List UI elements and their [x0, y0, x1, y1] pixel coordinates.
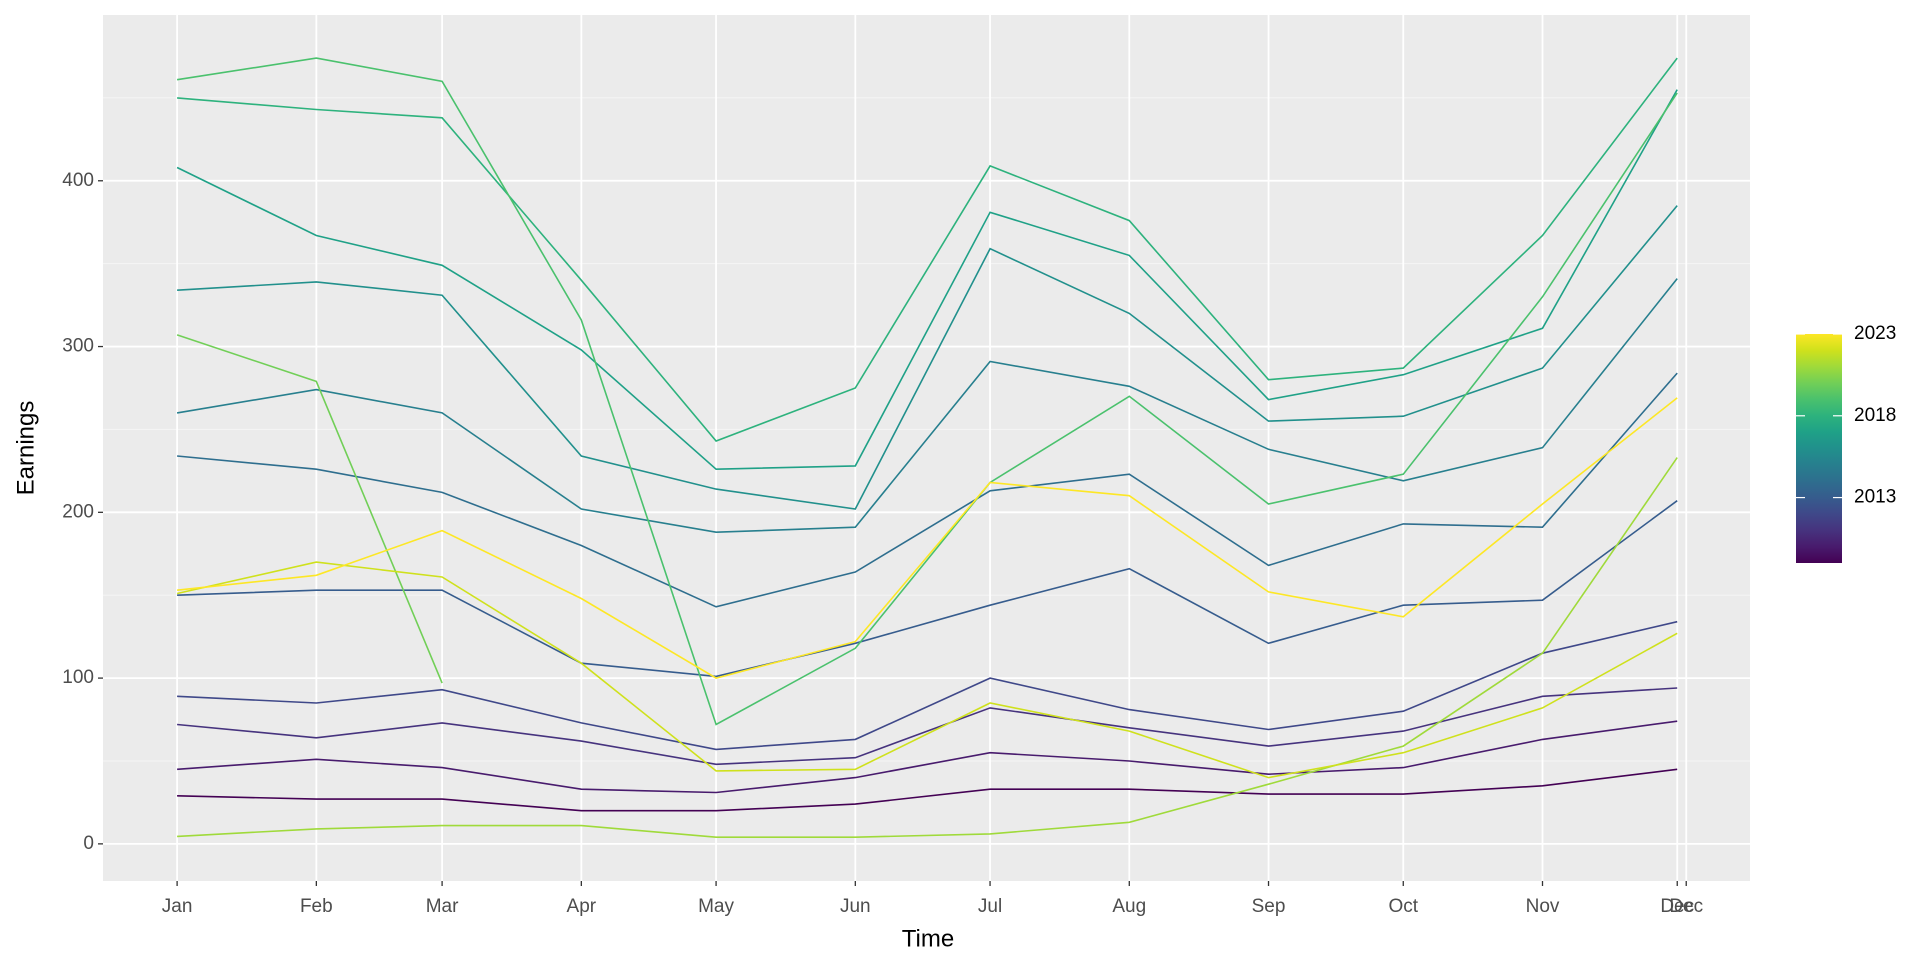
y-axis-title: Earnings: [12, 401, 39, 496]
series-line: [177, 457, 1678, 838]
series-line: [177, 687, 1678, 766]
series-line: [177, 768, 1678, 812]
x-tick-label: Apr: [567, 896, 597, 917]
y-tick-label: 200: [62, 501, 94, 522]
x-tick-label: May: [698, 896, 734, 917]
series-line: [176, 57, 1678, 726]
x-tick-label: Dec: [1669, 896, 1703, 917]
x-tick-label: Jun: [840, 896, 871, 917]
plot-panel: [103, 15, 1750, 881]
colorbar-label: 2023: [1854, 323, 1896, 344]
series-line: [176, 561, 1678, 779]
series-line: [176, 334, 443, 684]
x-tick-label: Aug: [1112, 896, 1146, 917]
y-tick-label: 0: [83, 833, 94, 854]
series-line: [177, 720, 1678, 794]
colorbar: [1796, 334, 1842, 563]
x-axis-title: Time: [902, 925, 954, 952]
x-tick-label: Sep: [1252, 896, 1286, 917]
x-tick-label: Feb: [300, 896, 333, 917]
colorbar-label: 2013: [1854, 487, 1896, 508]
series-line: [176, 278, 1678, 534]
series-line: [177, 205, 1678, 510]
y-tick-label: 400: [62, 170, 94, 191]
x-tick-label: Dec: [1660, 896, 1694, 917]
x-tick-label: Jul: [978, 896, 1002, 917]
y-tick-label: 100: [62, 667, 94, 688]
series-line: [177, 372, 1678, 608]
x-tick-label: Nov: [1526, 896, 1560, 917]
x-tick-label: Mar: [426, 896, 459, 917]
colorbar-label: 2018: [1854, 405, 1896, 426]
x-tick-label: Jan: [162, 896, 193, 917]
series-line: [177, 620, 1678, 751]
series-line: [177, 57, 1678, 442]
y-tick-label: 300: [62, 336, 94, 357]
x-tick-label: Oct: [1388, 896, 1418, 917]
series-line: [177, 397, 1678, 679]
series-line: [176, 89, 1678, 471]
series-line: [177, 500, 1678, 678]
